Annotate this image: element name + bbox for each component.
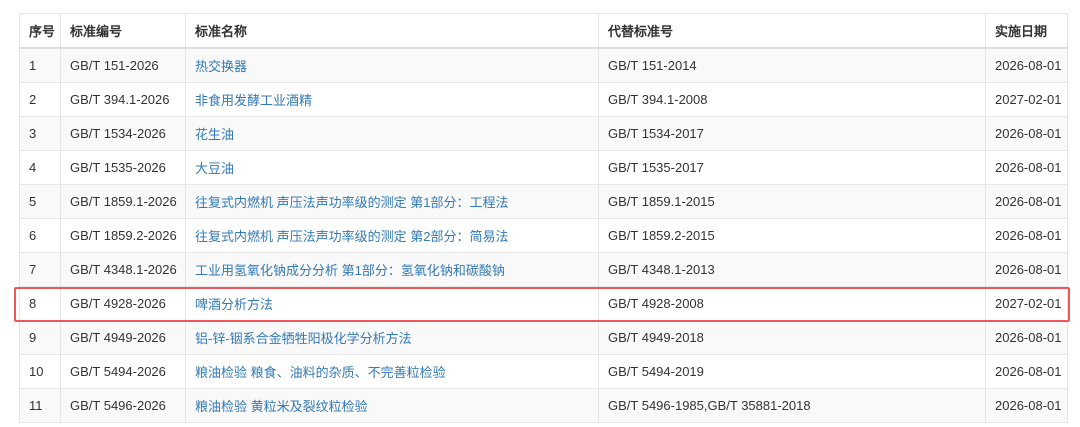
cell-replaces: GB/T 5496-1985,GB/T 35881-2018	[598, 388, 986, 423]
header-code: 标准编号	[60, 13, 186, 49]
cell-code: GB/T 1859.1-2026	[60, 184, 186, 219]
cell-date: 2026-08-01	[985, 116, 1068, 151]
cell-date: 2026-08-01	[985, 218, 1068, 253]
table-row: 2 GB/T 394.1-2026 非食用发酵工业酒精 GB/T 394.1-2008…	[19, 82, 1068, 117]
cell-index: 10	[19, 354, 61, 389]
cell-code: GB/T 394.1-2026	[60, 82, 186, 117]
cell-name: 往复式内燃机 声压法声功率级的测定 第1部分：工程法	[185, 184, 599, 219]
cell-code: GB/T 4928-2026	[60, 286, 186, 321]
cell-index: 3	[19, 116, 61, 151]
cell-index: 8	[19, 286, 61, 321]
cell-date: 2026-08-01	[985, 47, 1068, 83]
table-row: 1 GB/T 151-2026 热交换器 GB/T 151-2014 2026-08-0…	[19, 47, 1068, 83]
header-name: 标准名称	[185, 13, 599, 49]
cell-index: 5	[19, 184, 61, 219]
table-row: 3 GB/T 1534-2026 花生油 GB/T 1534-2017 2026-08-…	[19, 116, 1068, 151]
table-row: 5 GB/T 1859.1-2026 往复式内燃机 声压法声功率级的测定 第1部分：…	[19, 184, 1068, 219]
table-row: 4 GB/T 1535-2026 大豆油 GB/T 1535-2017 2026-08-…	[19, 150, 1068, 185]
standard-name-link[interactable]: 热交换器	[195, 59, 248, 74]
table-header: 序号 标准编号 标准名称 代替标准号 实施日期	[19, 13, 1068, 49]
cell-index: 7	[19, 252, 61, 287]
cell-date: 2027-02-01	[985, 286, 1068, 321]
standards-table: 序号 标准编号 标准名称 代替标准号 实施日期 1 GB/T 151-2026 热交…	[19, 13, 1068, 423]
cell-index: 9	[19, 320, 61, 355]
standard-name-link[interactable]: 粮油检验 粮食、油料的杂质、不完善粒检验	[195, 365, 446, 380]
cell-name: 热交换器	[185, 47, 599, 83]
cell-name: 往复式内燃机 声压法声功率级的测定 第2部分：简易法	[185, 218, 599, 253]
cell-code: GB/T 4348.1-2026	[60, 252, 186, 287]
cell-name: 啤酒分析方法	[185, 286, 599, 321]
cell-index: 6	[19, 218, 61, 253]
cell-replaces: GB/T 4348.1-2013	[598, 252, 986, 287]
table-row: 8 GB/T 4928-2026 啤酒分析方法 GB/T 4928-2008 2027-…	[19, 286, 1068, 321]
standard-name-link[interactable]: 啤酒分析方法	[195, 297, 274, 312]
cell-date: 2026-08-01	[985, 150, 1068, 185]
cell-code: GB/T 1859.2-2026	[60, 218, 186, 253]
standard-name-link[interactable]: 粮油检验 黄粒米及裂纹粒检验	[195, 399, 368, 414]
cell-replaces: GB/T 1859.1-2015	[598, 184, 986, 219]
cell-name: 工业用氢氧化钠成分分析 第1部分：氢氧化钠和碳酸钠	[185, 252, 599, 287]
standard-name-link[interactable]: 花生油	[195, 127, 235, 142]
standard-name-link[interactable]: 大豆油	[195, 161, 235, 176]
cell-date: 2026-08-01	[985, 184, 1068, 219]
standard-name-link[interactable]: 往复式内燃机 声压法声功率级的测定 第2部分：简易法	[195, 229, 509, 244]
table-row: 11 GB/T 5496-2026 粮油检验 黄粒米及裂纹粒检验 GB/T 5496-…	[19, 388, 1068, 423]
cell-code: GB/T 4949-2026	[60, 320, 186, 355]
cell-code: GB/T 5494-2026	[60, 354, 186, 389]
table-row: 6 GB/T 1859.2-2026 往复式内燃机 声压法声功率级的测定 第2部分：…	[19, 218, 1068, 253]
cell-replaces: GB/T 1534-2017	[598, 116, 986, 151]
header-date: 实施日期	[985, 13, 1068, 49]
cell-replaces: GB/T 1859.2-2015	[598, 218, 986, 253]
cell-index: 4	[19, 150, 61, 185]
cell-date: 2026-08-01	[985, 252, 1068, 287]
cell-name: 铝-锌-铟系合金牺牲阳极化学分析方法	[185, 320, 599, 355]
cell-replaces: GB/T 5494-2019	[598, 354, 986, 389]
cell-date: 2026-08-01	[985, 320, 1068, 355]
cell-date: 2027-02-01	[985, 82, 1068, 117]
standard-name-link[interactable]: 铝-锌-铟系合金牺牲阳极化学分析方法	[195, 331, 412, 346]
standard-name-link[interactable]: 非食用发酵工业酒精	[195, 93, 313, 108]
table-row: 10 GB/T 5494-2026 粮油检验 粮食、油料的杂质、不完善粒检验 GB/T…	[19, 354, 1068, 389]
cell-date: 2026-08-01	[985, 388, 1068, 423]
cell-date: 2026-08-01	[985, 354, 1068, 389]
cell-replaces: GB/T 394.1-2008	[598, 82, 986, 117]
header-replaces: 代替标准号	[598, 13, 986, 49]
cell-name: 非食用发酵工业酒精	[185, 82, 599, 117]
cell-index: 2	[19, 82, 61, 117]
cell-replaces: GB/T 1535-2017	[598, 150, 986, 185]
cell-index: 1	[19, 47, 61, 83]
cell-code: GB/T 1535-2026	[60, 150, 186, 185]
cell-name: 粮油检验 黄粒米及裂纹粒检验	[185, 388, 599, 423]
table-row: 9 GB/T 4949-2026 铝-锌-铟系合金牺牲阳极化学分析方法 GB/T 49…	[19, 320, 1068, 355]
cell-index: 11	[19, 388, 61, 423]
cell-code: GB/T 1534-2026	[60, 116, 186, 151]
standard-name-link[interactable]: 工业用氢氧化钠成分分析 第1部分：氢氧化钠和碳酸钠	[195, 263, 505, 278]
cell-replaces: GB/T 4928-2008	[598, 286, 986, 321]
table-row: 7 GB/T 4348.1-2026 工业用氢氧化钠成分分析 第1部分：氢氧化钠和碳…	[19, 252, 1068, 287]
cell-code: GB/T 5496-2026	[60, 388, 186, 423]
cell-name: 大豆油	[185, 150, 599, 185]
cell-replaces: GB/T 4949-2018	[598, 320, 986, 355]
cell-name: 粮油检验 粮食、油料的杂质、不完善粒检验	[185, 354, 599, 389]
cell-replaces: GB/T 151-2014	[598, 47, 986, 83]
standard-name-link[interactable]: 往复式内燃机 声压法声功率级的测定 第1部分：工程法	[195, 195, 509, 210]
header-index: 序号	[19, 13, 61, 49]
cell-code: GB/T 151-2026	[60, 47, 186, 83]
cell-name: 花生油	[185, 116, 599, 151]
